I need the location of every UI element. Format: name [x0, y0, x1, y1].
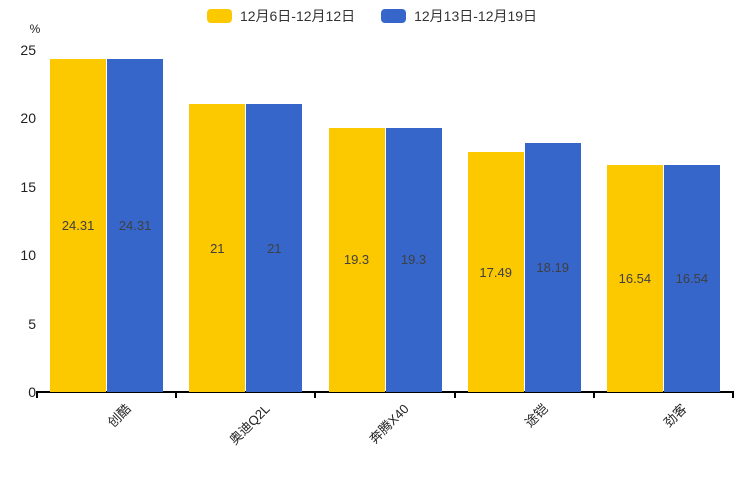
x-axis-tick-mark [732, 392, 734, 398]
y-axis-unit-label: % [29, 22, 41, 36]
bar-value-label: 19.3 [343, 252, 370, 268]
y-axis-tick-label: 5 [28, 315, 36, 332]
bar[interactable]: 19.3 [328, 127, 385, 392]
bar[interactable]: 18.19 [524, 142, 581, 392]
bar-value-label: 16.54 [675, 271, 709, 287]
bar[interactable]: 19.3 [385, 127, 442, 392]
legend-label-week1: 12月6日-12月12日 [239, 8, 356, 24]
bar[interactable]: 16.54 [606, 165, 663, 392]
bar-value-label: 21 [267, 240, 282, 256]
x-axis-category-label: 创酷 [104, 401, 134, 431]
legend-swatch-yellow-icon [206, 9, 232, 23]
bar[interactable]: 24.31 [107, 58, 164, 392]
bar[interactable]: 21 [189, 104, 246, 392]
bar-value-label: 24.31 [118, 217, 152, 233]
x-axis-tick-mark [592, 392, 595, 398]
bar-value-label: 18.19 [536, 259, 569, 275]
x-axis-tick-mark [453, 392, 456, 398]
bar[interactable]: 16.54 [663, 165, 720, 392]
x-axis-tick-mark [175, 392, 178, 398]
y-axis-tick-label: 15 [20, 178, 36, 195]
y-axis-tick-label: 10 [20, 247, 36, 263]
x-axis-category-label: 劲客 [661, 401, 691, 431]
legend-item-week1[interactable]: 12月6日-12月12日 [206, 6, 356, 26]
legend-label-week2: 12月13日-12月19日 [414, 8, 538, 24]
x-axis-category-label: 奥迪Q2L [226, 401, 273, 448]
chart-legend: 12月6日-12月12日 12月13日-12月19日 [0, 6, 744, 26]
bar-value-label: 17.49 [479, 264, 512, 280]
x-axis-line [36, 391, 734, 393]
y-axis-tick-label: 0 [28, 384, 36, 400]
bar[interactable]: 21 [246, 104, 303, 392]
bar-value-label: 16.54 [618, 271, 652, 287]
bar[interactable]: 24.31 [50, 58, 107, 392]
legend-item-week2[interactable]: 12月13日-12月19日 [381, 6, 537, 26]
x-axis-tick-mark [36, 392, 38, 398]
bar-value-label: 24.31 [61, 217, 95, 233]
y-axis-tick-label: 20 [20, 110, 36, 126]
bar[interactable]: 17.49 [467, 152, 524, 392]
bar-value-label: 21 [210, 240, 225, 256]
bar-value-label: 19.3 [400, 252, 427, 268]
legend-swatch-blue-icon [381, 9, 407, 23]
x-axis-category-label: 途铠 [521, 401, 551, 431]
x-axis-tick-mark [314, 392, 317, 398]
y-axis-tick-label: 25 [20, 41, 36, 58]
x-axis-category-label: 奔腾X40 [366, 401, 412, 447]
